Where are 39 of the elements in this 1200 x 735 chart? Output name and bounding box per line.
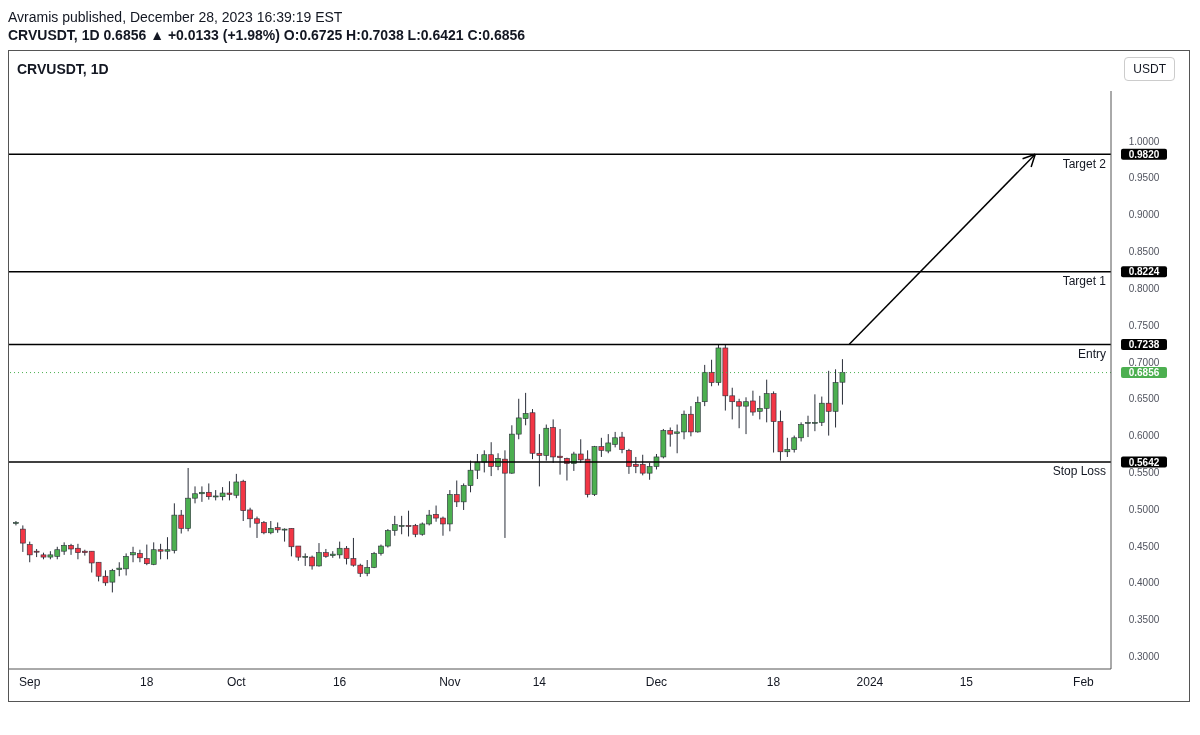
y-tick-label: 0.6856	[1128, 367, 1160, 379]
x-tick-label: Oct	[226, 674, 247, 689]
x-tick-label: Sep	[18, 674, 41, 689]
y-tick-label: 0.9500	[1128, 172, 1160, 184]
x-tick-label: 18	[766, 674, 781, 689]
y-tick-label: 0.8500	[1128, 246, 1160, 258]
y-axis-title: USDT	[1124, 57, 1175, 81]
y-tick-label: 0.7500	[1128, 319, 1160, 331]
chart-title: CRVUSDT, 1D	[17, 61, 109, 77]
ref-line-label: Target 2	[1062, 156, 1107, 171]
x-tick-label: 16	[332, 674, 347, 689]
chart-subtitle: CRVUSDT, 1D 0.6856 ▲ +0.0133 (+1.98%) O:0.6725 H:0.7038 L:0.6421 C:0.6856	[8, 26, 527, 44]
y-tick-label: 0.5500	[1128, 467, 1160, 479]
ref-line-label: Stop Loss	[1052, 464, 1106, 479]
y-tick-label: 0.8224	[1128, 266, 1160, 278]
ref-line-label: Entry	[1077, 346, 1106, 361]
y-tick-label: 0.3500	[1128, 614, 1160, 626]
y-tick-label: 0.4000	[1128, 577, 1160, 589]
text: Avramis published, December 28, 2023 16:39:19 EST	[8, 8, 344, 26]
x-tick-label: Feb	[1073, 674, 1095, 689]
y-tick-label: 0.8000	[1128, 282, 1160, 294]
ref-line-label: Target 1	[1062, 274, 1107, 289]
y-tick-label: 0.4500	[1128, 540, 1160, 552]
y-tick-label: 0.7238	[1128, 339, 1160, 351]
x-tick-label: 15	[959, 674, 974, 689]
y-tick-label: 0.5642	[1128, 456, 1160, 468]
y-tick-label: 1.0000	[1128, 135, 1160, 147]
y-tick-label: 0.6000	[1128, 430, 1160, 442]
x-tick-label: Nov	[439, 674, 461, 689]
x-tick-label: 18	[140, 674, 154, 689]
y-tick-label: 0.6500	[1128, 393, 1160, 405]
y-tick-label: 0.9000	[1128, 209, 1160, 221]
y-tick-label: 0.3000	[1128, 651, 1160, 663]
x-tick-label: 2024	[856, 674, 884, 689]
y-tick-label: 0.5000	[1128, 503, 1160, 515]
y-tick-label: 0.7000	[1128, 356, 1160, 368]
x-tick-label: Dec	[645, 674, 668, 689]
y-tick-label: 0.9820	[1128, 148, 1160, 160]
x-tick-label: 14	[532, 674, 547, 689]
